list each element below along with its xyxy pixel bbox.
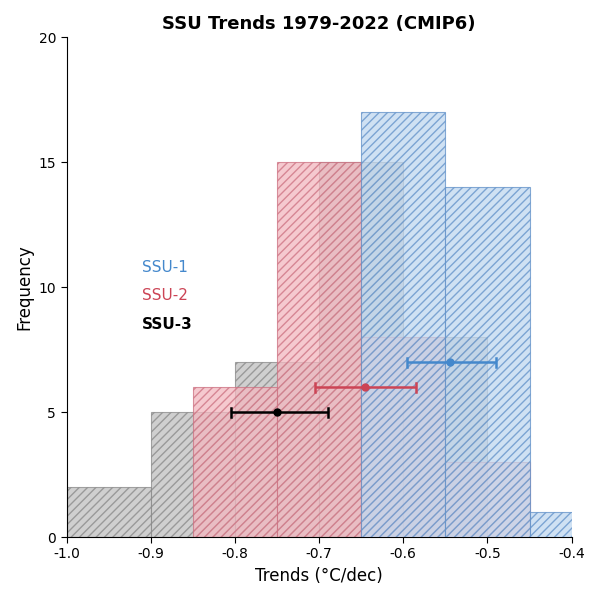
- Text: SSU-2: SSU-2: [142, 288, 188, 303]
- Title: SSU Trends 1979-2022 (CMIP6): SSU Trends 1979-2022 (CMIP6): [163, 15, 476, 33]
- Bar: [403, 337, 487, 537]
- Bar: [277, 162, 361, 537]
- Bar: [151, 412, 235, 537]
- Bar: [530, 512, 600, 537]
- Bar: [361, 112, 445, 537]
- Bar: [193, 387, 277, 537]
- Bar: [445, 462, 530, 537]
- Bar: [445, 187, 530, 537]
- Bar: [319, 162, 403, 537]
- Text: SSU-3: SSU-3: [142, 317, 193, 332]
- Bar: [235, 362, 319, 537]
- Text: SSU-1: SSU-1: [142, 260, 188, 275]
- Y-axis label: Frequency: Frequency: [15, 244, 33, 330]
- Bar: [361, 337, 445, 537]
- X-axis label: Trends (°C/dec): Trends (°C/dec): [255, 567, 383, 585]
- Bar: [67, 487, 151, 537]
